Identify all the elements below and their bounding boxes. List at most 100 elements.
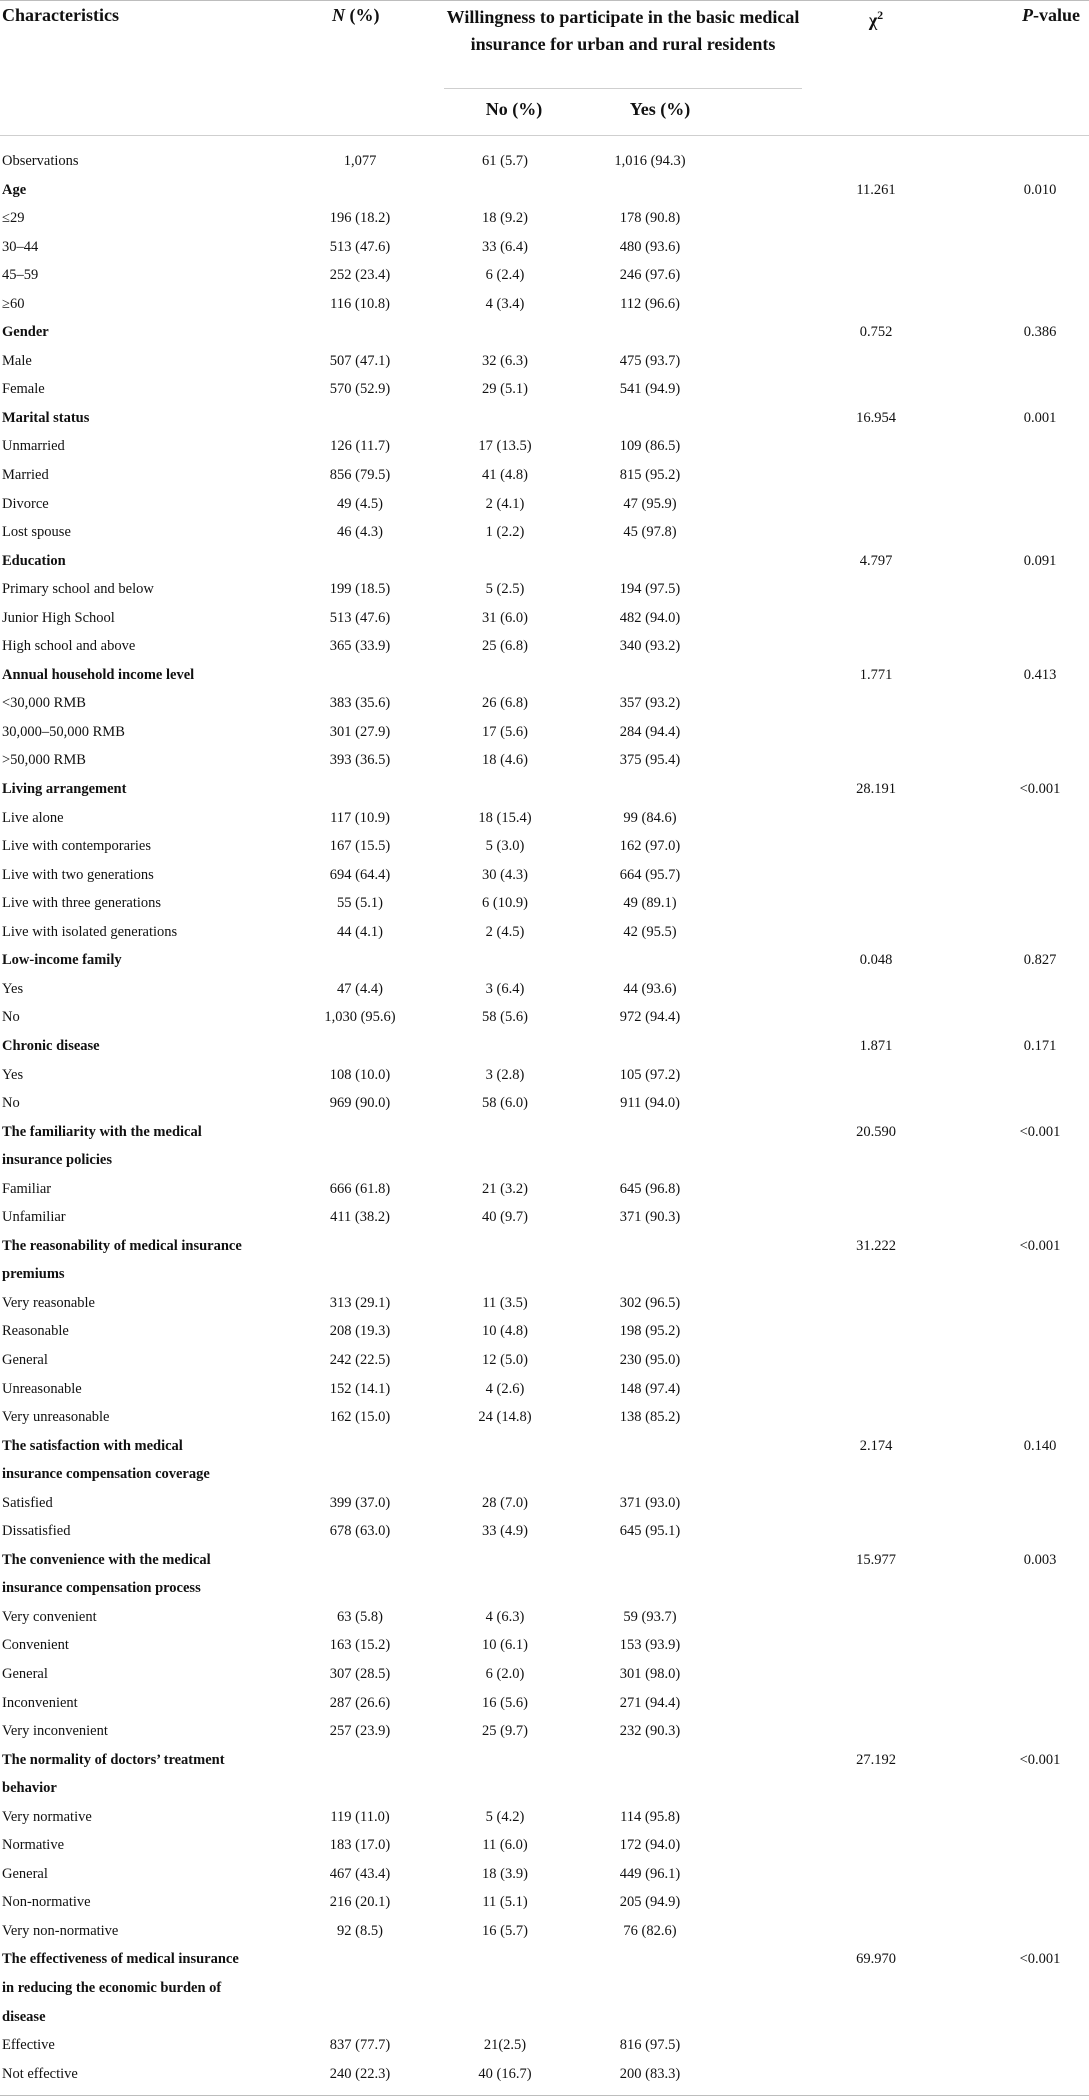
- cell-no-percent: 58 (5.6): [482, 1009, 528, 1026]
- row-label: Unfamiliar: [2, 1209, 66, 1226]
- cell-n-percent: 49 (4.5): [337, 495, 383, 512]
- cell-yes-percent: 371 (90.3): [619, 1209, 681, 1226]
- cell-yes-percent: 301 (98.0): [619, 1665, 681, 1682]
- cell-yes-percent: 76 (82.6): [623, 1922, 677, 1939]
- table-row: General 242 (22.5) 12 (5.0) 230 (95.0): [0, 1348, 1089, 1377]
- cell-yes-percent: 49 (89.1): [623, 895, 677, 912]
- row-label: Age: [2, 181, 27, 198]
- cell-yes-percent: 45 (97.8): [623, 524, 677, 541]
- table-row: Very inconvenient 257 (23.9) 25 (9.7) 232 (…: [0, 1719, 1089, 1748]
- cell-p-value: <0.001: [1019, 1751, 1061, 1768]
- cell-no-percent: 12 (5.0): [482, 1351, 528, 1368]
- cell-yes-percent: 1,016 (94.3): [614, 153, 686, 169]
- cell-n-percent: 117 (10.9): [330, 809, 390, 826]
- table-section-row: Chronic disease 1.871 0.171: [0, 1034, 1089, 1063]
- cell-no-percent: 17 (5.6): [482, 723, 528, 740]
- header-yes-percent: Yes (%): [629, 99, 691, 119]
- row-label: 30–44: [2, 238, 39, 255]
- table-row: Married 856 (79.5) 41 (4.8) 815 (95.2): [0, 463, 1089, 492]
- cell-no-percent: 5 (4.2): [485, 1808, 525, 1825]
- row-label: Not effective: [2, 2065, 78, 2082]
- table-section-row: behavior: [0, 1776, 1089, 1805]
- cell-no-percent: 40 (9.7): [482, 1209, 528, 1226]
- cell-n-percent: 199 (18.5): [329, 581, 391, 598]
- cell-n-percent: 242 (22.5): [329, 1351, 391, 1368]
- row-label: No: [2, 1009, 20, 1026]
- cell-no-percent: 32 (6.3): [482, 352, 528, 369]
- cell-n-percent: 116 (10.8): [330, 295, 390, 312]
- table-section-row: Age 11.261 0.010: [0, 178, 1089, 207]
- cell-no-percent: 3 (2.8): [485, 1066, 525, 1083]
- table-row: Live with two generations 694 (64.4) 30 (4…: [0, 863, 1089, 892]
- row-label: Divorce: [2, 495, 49, 512]
- table-section-row: in reducing the economic burden of: [0, 1976, 1089, 2005]
- cell-n-percent: 183 (17.0): [329, 1837, 391, 1854]
- row-label: Live with contemporaries: [2, 838, 151, 855]
- cell-p-value: 0.386: [1023, 324, 1057, 341]
- table-row: <30,000 RMB 383 (35.6) 26 (6.8) 357 (93.2): [0, 691, 1089, 720]
- cell-yes-percent: 645 (95.1): [619, 1523, 681, 1540]
- cell-no-percent: 4 (6.3): [485, 1608, 525, 1625]
- cell-n-percent: 257 (23.9): [329, 1723, 391, 1740]
- table-row: 45–59 252 (23.4) 6 (2.4) 246 (97.6): [0, 263, 1089, 292]
- cell-n-percent: 837 (77.7): [329, 2037, 391, 2054]
- cell-yes-percent: 44 (93.6): [623, 980, 677, 997]
- row-label: Reasonable: [2, 1323, 69, 1340]
- cell-n-percent: 208 (19.3): [329, 1323, 391, 1340]
- row-label: Convenient: [2, 1637, 69, 1654]
- cell-yes-percent: 972 (94.4): [619, 1009, 681, 1026]
- row-label: General: [2, 1351, 48, 1368]
- table-row: No 1,030 (95.6) 58 (5.6) 972 (94.4): [0, 1005, 1089, 1034]
- row-label: Live alone: [2, 809, 64, 826]
- cell-no-percent: 6 (2.0): [485, 1665, 525, 1682]
- cell-chi-square: 11.261: [856, 181, 896, 198]
- table-row: Primary school and below 199 (18.5) 5 (2.5…: [0, 577, 1089, 606]
- table-row: Unfamiliar 411 (38.2) 40 (9.7) 371 (90.3): [0, 1205, 1089, 1234]
- cell-yes-percent: 105 (97.2): [619, 1066, 681, 1083]
- cell-yes-percent: 357 (93.2): [619, 695, 681, 712]
- row-label: insurance compensation coverage: [2, 1466, 210, 1483]
- cell-n-percent: 678 (63.0): [329, 1523, 391, 1540]
- table-section-row: Gender 0.752 0.386: [0, 320, 1089, 349]
- row-label: High school and above: [2, 638, 136, 655]
- header-willingness: Willingness to participate in the basic …: [446, 7, 800, 54]
- table-section-row: insurance policies: [0, 1148, 1089, 1177]
- cell-chi-square: 2.174: [859, 1437, 893, 1454]
- cell-n-percent: 666 (61.8): [329, 1180, 391, 1197]
- cell-yes-percent: 246 (97.6): [619, 267, 681, 284]
- table-section-row: Annual household income level 1.771 0.413: [0, 663, 1089, 692]
- header-chi-square: χ2: [868, 8, 884, 30]
- row-label: Dissatisfied: [2, 1523, 71, 1540]
- table-section-row: Low-income family 0.048 0.827: [0, 948, 1089, 977]
- cell-no-percent: 1 (2.2): [485, 524, 525, 541]
- cell-p-value: <0.001: [1019, 1237, 1061, 1254]
- cell-chi-square: 15.977: [856, 1551, 896, 1568]
- table-row: Normative 183 (17.0) 11 (6.0) 172 (94.0): [0, 1833, 1089, 1862]
- cell-chi-square: 1.871: [859, 1037, 893, 1054]
- table-row: Very reasonable 313 (29.1) 11 (3.5) 302 (96…: [0, 1291, 1089, 1320]
- table-row: General 307 (28.5) 6 (2.0) 301 (98.0): [0, 1662, 1089, 1691]
- cell-yes-percent: 302 (96.5): [619, 1294, 681, 1311]
- cell-yes-percent: 112 (96.6): [620, 295, 680, 312]
- table-section-row: The familiarity with the medical 20.590 <0…: [0, 1120, 1089, 1149]
- cell-yes-percent: 911 (94.0): [620, 1095, 680, 1112]
- cell-chi-square: 16.954: [856, 409, 896, 426]
- row-label: Education: [2, 552, 66, 569]
- cell-no-percent: 10 (6.1): [482, 1637, 528, 1654]
- cell-yes-percent: 205 (94.9): [619, 1894, 681, 1911]
- cell-n-percent: 44 (4.1): [337, 923, 383, 940]
- row-label: Chronic disease: [2, 1037, 100, 1054]
- cell-no-percent: 5 (3.0): [485, 838, 525, 855]
- table-row: Non-normative 216 (20.1) 11 (5.1) 205 (94.9…: [0, 1890, 1089, 1919]
- bottom-rule: [0, 2095, 1089, 2096]
- cell-yes-percent: 194 (97.5): [619, 581, 681, 598]
- cell-no-percent: 17 (13.5): [478, 438, 532, 455]
- cell-yes-percent: 114 (95.8): [620, 1808, 680, 1825]
- cell-n-percent: 240 (22.3): [329, 2065, 391, 2082]
- row-label: No: [2, 1095, 20, 1112]
- table-section-row: The effectiveness of medical insurance 69…: [0, 1947, 1089, 1976]
- cell-n-percent: 467 (43.4): [329, 1865, 391, 1882]
- cell-n-percent: 399 (37.0): [329, 1494, 391, 1511]
- cell-n-percent: 411 (38.2): [330, 1209, 390, 1226]
- table-row: ≥60 116 (10.8) 4 (3.4) 112 (96.6): [0, 292, 1089, 321]
